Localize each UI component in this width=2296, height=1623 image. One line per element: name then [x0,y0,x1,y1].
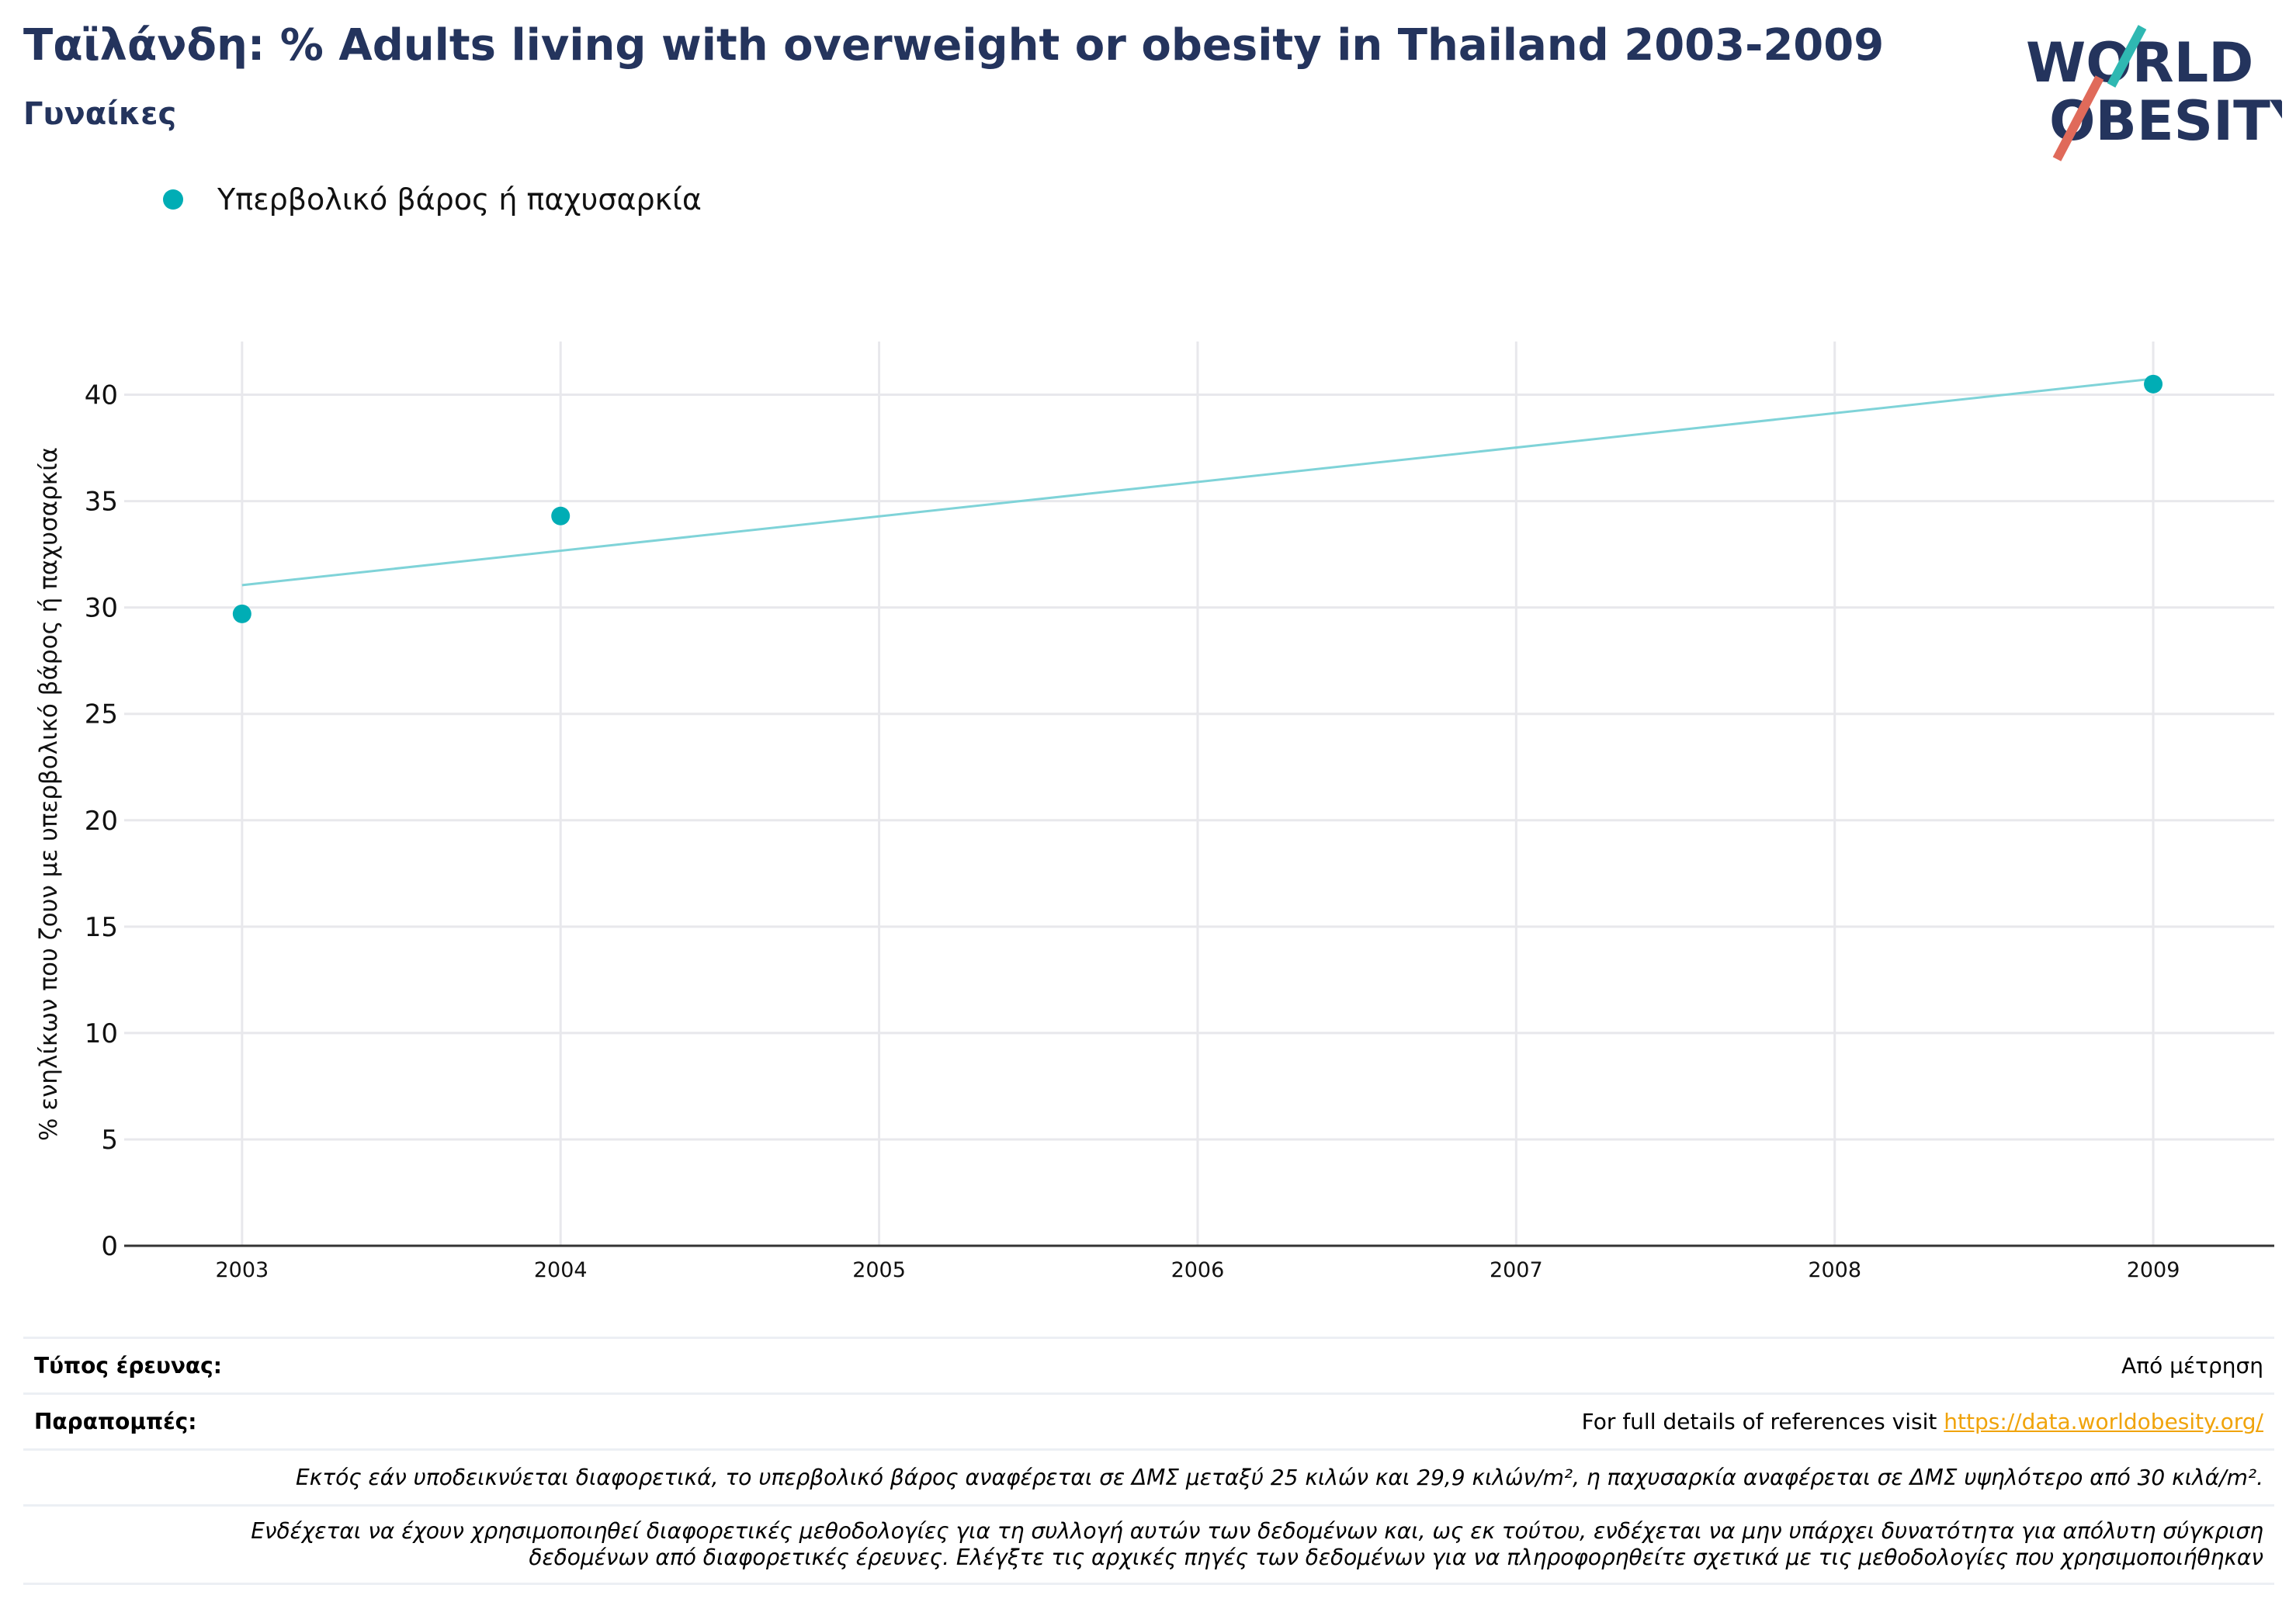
y-tick-label-10: 10 [85,1018,118,1049]
references-row: Παραπομπές: For full details of referenc… [23,1392,2274,1448]
chart-marks [232,374,2163,623]
y-axis-label: % ενηλίκων που ζουν με υπερβολικό βάρος … [35,447,63,1141]
world-obesity-logo: WORLD OBESITY [2026,25,2282,161]
trend-line [241,377,2154,587]
references-label: Παραπομπές: [34,1409,197,1434]
references-value: For full details of references visit htt… [1582,1409,2263,1434]
x-tick-label-2007: 2007 [1490,1258,1543,1282]
x-tick-label-2008: 2008 [1808,1258,1861,1282]
y-tick-label-15: 15 [85,912,118,943]
y-tick-label-25: 25 [85,699,118,730]
x-tick-label-2009: 2009 [2127,1258,2180,1282]
data-point-2009 [2144,374,2163,394]
definition-note: Εκτός εάν υποδεικνύεται διαφορετικά, το … [23,1448,2274,1504]
x-tick-label-2003: 2003 [215,1258,269,1282]
chart-subtitle: Γυναίκες [23,96,177,132]
chart-title: Ταϊλάνδη: % Adults living with overweigh… [23,20,1885,71]
chart-footer: Τύπος έρευνας: Από μέτρηση Παραπομπές: F… [23,1337,2274,1585]
chart-axes: 0 5 10 15 20 25 30 35 40 2003 2004 2005 2006 2007 2008… [85,380,2274,1282]
chart-grid [124,342,2274,1246]
survey-type-label: Τύπος έρευνας: [34,1353,222,1379]
data-point-2004 [551,506,571,525]
methodology-note: Ενδέχεται να έχουν χρησιμοποιηθεί διαφορ… [23,1504,2274,1585]
survey-type-value: Από μέτρηση [2121,1353,2263,1379]
y-tick-label-30: 30 [85,593,118,624]
y-tick-label-40: 40 [85,380,118,411]
data-point-2003 [232,604,251,623]
y-tick-label-0: 0 [101,1231,118,1262]
methodology-note-line1: Ενδέχεται να έχουν χρησιμοποιηθεί διαφορ… [251,1518,2263,1544]
chart-legend: Υπερβολικό βάρος ή παχυσαρκία [163,180,702,219]
logo-slash-coral [2052,75,2104,161]
methodology-note-line2: δεδομένων από διαφορετικές έρευνες. Ελέγ… [529,1545,2263,1570]
x-tick-label-2006: 2006 [1171,1258,1225,1282]
y-tick-label-35: 35 [85,487,118,518]
references-link[interactable]: https://data.worldobesity.org/ [1944,1409,2263,1434]
references-text: For full details of references visit [1581,1409,1944,1434]
x-tick-label-2005: 2005 [852,1258,906,1282]
x-tick-label-2004: 2004 [534,1258,588,1282]
y-tick-label-20: 20 [85,806,118,837]
y-tick-label-5: 5 [101,1125,118,1156]
logo-slash-teal [2107,25,2147,88]
legend-label: Υπερβολικό βάρος ή παχυσαρκία [217,182,702,217]
scatter-chart: 0 5 10 15 20 25 30 35 40 2003 2004 2005 2006 2007 2008… [35,342,2274,1282]
survey-type-row: Τύπος έρευνας: Από μέτρηση [23,1337,2274,1392]
legend-marker [163,189,183,210]
